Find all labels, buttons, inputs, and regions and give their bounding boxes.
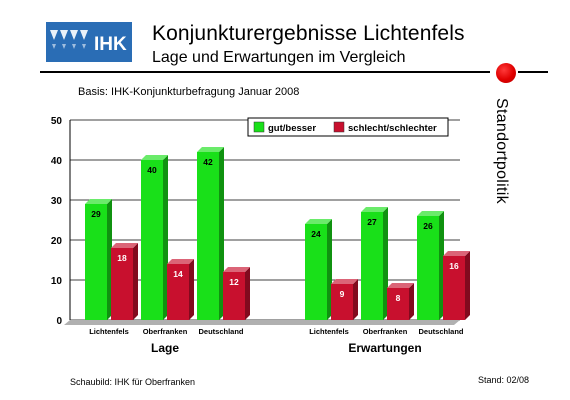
bar-front [141, 160, 163, 320]
bars: 29 18 Lichtenfels 40 14 Oberfranken 42 12 Deutsc… [85, 147, 470, 355]
bar-front [361, 212, 383, 320]
bar-side [353, 279, 358, 320]
bar-front [111, 248, 133, 320]
bar-front [387, 288, 409, 320]
bar-front [167, 264, 189, 320]
bar-value-label: 26 [423, 221, 433, 231]
y-tick-label: 20 [51, 236, 63, 247]
bar-side [409, 283, 414, 320]
red-dot-icon [496, 63, 516, 83]
bar-schlecht: 9 [331, 279, 358, 320]
svg-text:IHK: IHK [94, 34, 127, 55]
bar-value-label: 18 [117, 253, 127, 263]
bar-value-label: 8 [396, 293, 401, 303]
page-subtitle: Lage und Erwartungen im Vergleich [152, 49, 406, 66]
x-category-label: Deutschland [418, 327, 463, 336]
y-tick-label: 30 [51, 196, 63, 207]
bar-value-label: 29 [91, 209, 101, 219]
bar-side [439, 211, 444, 320]
y-tick-label: 0 [56, 316, 62, 327]
bar-gut: 42 [197, 147, 224, 320]
bar-side [219, 147, 224, 320]
header-divider-right [518, 71, 548, 73]
chart-floor [64, 320, 460, 325]
ihk-logo: IHK [46, 22, 132, 62]
bar-gut: 29 [85, 199, 112, 320]
bar-chart: 0 10 20 30 40 50 29 18 Lichtenfels 40 14 Oberfranke… [51, 116, 470, 355]
x-category-label: Oberfranken [143, 327, 188, 336]
bar-side [327, 219, 332, 320]
bar-side [163, 155, 168, 320]
footer-source: Schaubild: IHK für Oberfranken [70, 377, 196, 387]
header-divider [40, 71, 490, 73]
page-title: Konjunkturergebnisse Lichtenfels [152, 22, 465, 45]
legend-swatch [253, 121, 265, 133]
bar-gut: 27 [361, 207, 388, 320]
bar-value-label: 14 [173, 269, 183, 279]
bar-side [107, 199, 112, 320]
bar-side [133, 243, 138, 320]
y-tick-label: 40 [51, 156, 63, 167]
legend-swatch [333, 121, 345, 133]
bar-value-label: 42 [203, 157, 213, 167]
bar-top [197, 147, 224, 152]
footer-date: Stand: 02/08 [478, 375, 530, 385]
bar-value-label: 16 [449, 261, 459, 271]
bar-value-label: 27 [367, 217, 377, 227]
x-category-label: Deutschland [198, 327, 243, 336]
y-tick-label: 10 [51, 276, 63, 287]
bar-top [387, 283, 414, 288]
bar-front [197, 152, 219, 320]
bar-schlecht: 18 [111, 243, 138, 320]
bar-gut: 26 [417, 211, 444, 320]
bar-front [85, 204, 107, 320]
bar-value-label: 24 [311, 229, 321, 239]
legend: gut/besser schlecht/schlechter [247, 117, 449, 137]
x-category-label: Oberfranken [363, 327, 408, 336]
bar-top [223, 267, 250, 272]
bar-top [167, 259, 194, 264]
bar-side [383, 207, 388, 320]
bar-value-label: 12 [229, 277, 239, 287]
x-group-label: Erwartungen [348, 341, 421, 355]
bar-top [331, 279, 358, 284]
bar-value-label: 40 [147, 165, 157, 175]
bar-top [417, 211, 444, 216]
bar-front [443, 256, 465, 320]
bar-side [245, 267, 250, 320]
bar-top [85, 199, 112, 204]
legend-label: gut/besser [268, 123, 316, 134]
bar-top [443, 251, 470, 256]
bar-top [361, 207, 388, 212]
legend-box [247, 117, 449, 137]
bar-value-label: 9 [340, 289, 345, 299]
bar-top [111, 243, 138, 248]
bar-top [305, 219, 332, 224]
legend-label: schlecht/schlechter [348, 123, 437, 134]
basis-note: Basis: IHK-Konjunkturbefragung Januar 20… [78, 86, 300, 98]
bar-schlecht: 8 [387, 283, 414, 320]
x-category-label: Lichtenfels [309, 327, 349, 336]
bar-front [305, 224, 327, 320]
bar-gut: 40 [141, 155, 168, 320]
bar-schlecht: 16 [443, 251, 470, 320]
bar-schlecht: 12 [223, 267, 250, 320]
x-group-label: Lage [151, 341, 179, 355]
bar-front [223, 272, 245, 320]
bar-front [417, 216, 439, 320]
side-section-label: Standortpolitik [493, 98, 510, 204]
bar-gut: 24 [305, 219, 332, 320]
x-category-label: Lichtenfels [89, 327, 129, 336]
bar-top [141, 155, 168, 160]
bar-schlecht: 14 [167, 259, 194, 320]
bar-side [189, 259, 194, 320]
y-tick-label: 50 [51, 116, 63, 127]
bar-front [331, 284, 353, 320]
bar-side [465, 251, 470, 320]
